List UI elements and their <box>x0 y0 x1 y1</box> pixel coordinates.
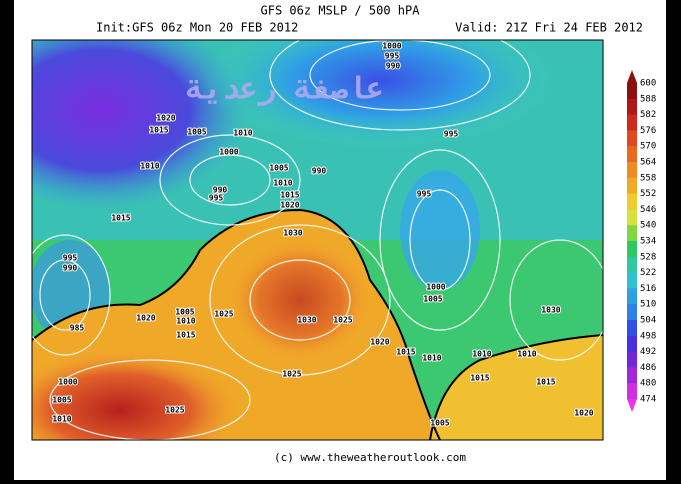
colorbar-segment <box>627 83 637 100</box>
title: GFS 06z MSLP / 500 hPA <box>261 4 421 18</box>
colorbar-segment <box>627 351 637 368</box>
isobar-label: 1015 <box>536 378 555 387</box>
isobar-label: 1025 <box>214 310 233 319</box>
isobar-label: 1015 <box>176 331 195 340</box>
isobar-label: 1005 <box>269 164 288 173</box>
colorbar-cap <box>627 70 637 83</box>
colorbar-label: 570 <box>640 142 656 152</box>
isobar-label: 1010 <box>140 162 159 171</box>
colorbar-segment <box>627 304 637 321</box>
colorbar-label: 480 <box>640 379 656 389</box>
colorbar-cap <box>627 399 637 412</box>
colorbar-segment <box>627 241 637 258</box>
isobar-label: 1015 <box>111 214 130 223</box>
watermark: عاصفة رعدية <box>186 72 385 107</box>
colorbar-label: 564 <box>640 158 656 168</box>
colorbar-label: 540 <box>640 221 656 231</box>
isobar-label: 1010 <box>472 350 491 359</box>
colorbar-label: 546 <box>640 205 656 215</box>
colorbar-label: 576 <box>640 126 656 136</box>
colorbar-label: 474 <box>640 395 656 405</box>
colorbar-segment <box>627 225 637 242</box>
colorbar-segment <box>627 335 637 353</box>
isobar-label: 990 <box>312 167 327 176</box>
colorbar-segment <box>627 114 637 131</box>
isobar-label: 1005 <box>187 128 206 137</box>
colorbar-segment <box>627 272 637 289</box>
colorbar-label: 582 <box>640 110 656 120</box>
colorbar-segment <box>627 288 637 305</box>
isobar-label: 1000 <box>426 283 445 292</box>
colorbar-segment <box>627 98 637 116</box>
isobar-label: 1010 <box>233 129 252 138</box>
colorbar-segment <box>627 130 637 147</box>
colorbar-label: 522 <box>640 268 656 278</box>
isobar-label: 1015 <box>396 348 415 357</box>
colorbar-label: 498 <box>640 331 656 341</box>
colorbar-segment <box>627 209 637 226</box>
isobar-label: 1030 <box>297 316 316 325</box>
isobar-label: 1015 <box>280 191 299 200</box>
isobar-label: 1020 <box>156 114 175 123</box>
colorbar-segment <box>627 320 637 337</box>
isobar-label: 1025 <box>282 370 301 379</box>
colorbar-segment <box>627 383 637 400</box>
isobar-label: 1005 <box>430 419 449 428</box>
colorbar-label: 600 <box>640 79 656 89</box>
colorbar-label: 492 <box>640 347 656 357</box>
isobar-label: 1020 <box>136 314 155 323</box>
init-time: Init:GFS 06z Mon 20 FEB 2012 <box>96 21 298 35</box>
isobar-label: 1010 <box>52 415 71 424</box>
map <box>32 40 603 440</box>
isobar-label: 1020 <box>280 201 299 210</box>
isobar-label: 1005 <box>423 295 442 304</box>
isobar-label: 1005 <box>52 396 71 405</box>
isobar-label: 1020 <box>370 338 389 347</box>
isobar-label: 1000 <box>58 378 77 387</box>
colorbar-label: 558 <box>640 173 656 183</box>
isobar-label: 995 <box>444 130 459 139</box>
colorbar-label: 588 <box>640 94 656 104</box>
isobar-label: 1000 <box>219 148 238 157</box>
colorbar-label: 528 <box>640 252 656 262</box>
isobar-label: 1015 <box>149 126 168 135</box>
colorbar-segment <box>627 146 637 163</box>
colorbar-segment <box>627 367 637 384</box>
colorbar-label: 534 <box>640 237 656 247</box>
isobar-label: 990 <box>213 186 228 195</box>
isobar-label: 1005 <box>175 308 194 317</box>
isobar-label: 1025 <box>333 316 352 325</box>
isobar-label: 1015 <box>470 374 489 383</box>
colorbar-segment <box>627 177 637 195</box>
map-frame <box>31 39 604 441</box>
isobar-label: 1000 <box>382 42 401 51</box>
isobar-label: 990 <box>63 264 78 273</box>
isobar-label: 1010 <box>422 354 441 363</box>
isobar-label: 1010 <box>517 350 536 359</box>
isobar-label: 1010 <box>273 179 292 188</box>
colorbar-label: 516 <box>640 284 656 294</box>
colorbar-label: 486 <box>640 363 656 373</box>
valid-time: Valid: 21Z Fri 24 FEB 2012 <box>455 21 643 35</box>
isobar-label: 1020 <box>574 409 593 418</box>
isobar-label: 990 <box>386 62 401 71</box>
isobar-label: 985 <box>70 324 85 333</box>
isobar-label: 1030 <box>283 229 302 238</box>
colorbar-segment <box>627 193 637 210</box>
isobar-label: 1010 <box>176 317 195 326</box>
isobar-label: 1030 <box>541 306 560 315</box>
isobar-label: 995 <box>63 254 78 263</box>
colorbar-label: 504 <box>640 316 656 326</box>
isobar-label: 995 <box>209 194 224 203</box>
isobar-label: 995 <box>385 52 400 61</box>
colorbar-label: 552 <box>640 189 656 199</box>
colorbar-segment <box>627 162 637 179</box>
isobar-label: 995 <box>417 190 432 199</box>
colorbar-label: 510 <box>640 300 656 310</box>
isobar-label: 1025 <box>165 406 184 415</box>
colorbar-segment <box>627 256 637 274</box>
footer: (c) www.theweatheroutlook.com <box>274 451 466 464</box>
